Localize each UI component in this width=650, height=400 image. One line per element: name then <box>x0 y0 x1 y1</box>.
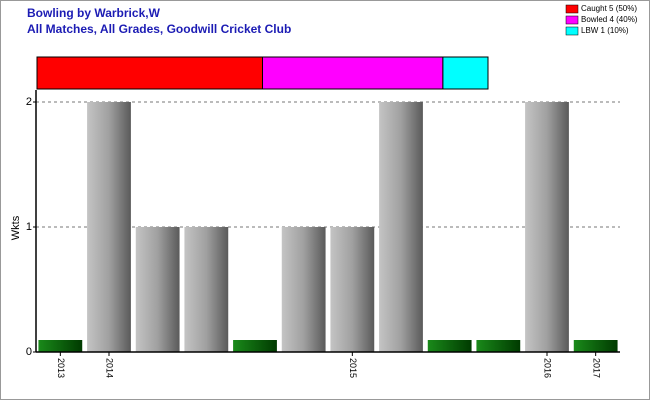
x-tick-label: 2017 <box>591 358 601 378</box>
legend-label: LBW 1 (10%) <box>581 26 629 35</box>
bar <box>87 102 131 352</box>
bar <box>184 227 229 352</box>
zero-bar <box>476 340 521 352</box>
bar <box>135 227 180 352</box>
legend-swatch <box>565 15 579 25</box>
zero-bar <box>427 340 472 352</box>
zero-bar <box>233 340 277 352</box>
breakdown-segment <box>36 56 263 90</box>
x-tick-label: 2015 <box>348 358 358 378</box>
bar <box>379 102 423 352</box>
legend-label: Bowled 4 (40%) <box>581 15 638 24</box>
y-tick-label: 2 <box>26 96 32 108</box>
legend-label: Caught 5 (50%) <box>581 4 637 13</box>
zero-bar <box>573 340 618 352</box>
y-tick-label: 1 <box>26 221 32 233</box>
zero-bar <box>38 340 83 352</box>
legend-swatch <box>565 26 579 36</box>
y-tick-label: 0 <box>26 346 32 358</box>
bar <box>330 227 375 352</box>
x-tick-label: 2013 <box>56 358 66 378</box>
breakdown-segment <box>442 56 489 90</box>
chart-subtitle: All Matches, All Grades, Goodwill Cricke… <box>27 22 291 36</box>
breakdown-segment <box>262 56 444 90</box>
bar <box>281 227 326 352</box>
legend-swatch <box>565 4 579 14</box>
chart-title: Bowling by Warbrick,W <box>27 6 161 20</box>
y-axis-label: Wkts <box>10 215 22 240</box>
bar <box>525 102 569 352</box>
x-tick-label: 2016 <box>543 358 553 378</box>
x-tick-label: 2014 <box>105 358 115 378</box>
